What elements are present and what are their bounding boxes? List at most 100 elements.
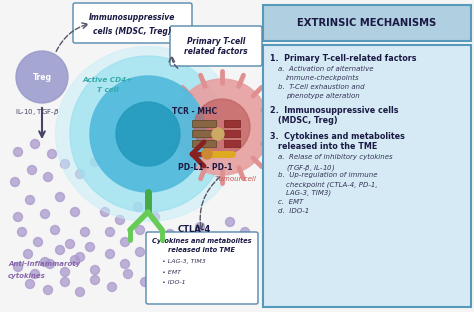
Circle shape [91,158,100,167]
Bar [192,140,216,147]
Text: EXTRINSIC MECHANISMS: EXTRINSIC MECHANISMS [297,18,437,28]
Circle shape [30,139,39,149]
Circle shape [124,270,133,279]
Circle shape [44,285,53,295]
Circle shape [134,202,143,212]
Circle shape [91,275,100,285]
Text: 3.  Cytokines and metabolites: 3. Cytokines and metabolites [270,132,405,141]
Text: (MDSC, Treg): (MDSC, Treg) [278,116,337,125]
Text: related factors: related factors [184,47,248,56]
Circle shape [100,207,109,217]
Circle shape [16,51,68,103]
Circle shape [151,242,159,251]
Circle shape [65,240,74,248]
Circle shape [40,209,49,218]
Circle shape [174,79,270,175]
Circle shape [195,222,204,232]
Bar [224,130,240,137]
Circle shape [106,250,115,259]
Text: Anti-Inflammaroty: Anti-Inflammaroty [8,261,80,267]
Circle shape [151,212,159,222]
Circle shape [106,227,115,236]
Circle shape [46,260,55,269]
FancyBboxPatch shape [170,26,262,66]
Text: checkpoint (CTLA-4, PD-1,: checkpoint (CTLA-4, PD-1, [286,181,378,188]
Text: IL-10, TGF-$\beta$: IL-10, TGF-$\beta$ [15,107,59,117]
Circle shape [70,56,226,212]
Text: cells (MDSC, Treg): cells (MDSC, Treg) [93,27,171,36]
Circle shape [18,227,27,236]
Text: cytokines: cytokines [8,273,46,279]
Circle shape [61,267,70,276]
Circle shape [108,282,117,291]
Circle shape [155,262,164,271]
Circle shape [136,247,145,256]
Circle shape [75,287,84,296]
Circle shape [71,207,80,217]
Circle shape [55,246,64,255]
Circle shape [13,262,22,271]
Circle shape [61,277,70,286]
Text: b.  Up-regulation of immune: b. Up-regulation of immune [278,172,377,178]
Circle shape [202,149,212,159]
Text: LAG-3, TIM3): LAG-3, TIM3) [286,190,331,197]
Circle shape [34,237,43,246]
Bar [224,140,240,147]
Text: b.  T-Cell exhaustion and: b. T-Cell exhaustion and [278,84,365,90]
Text: a.  Relase of inhibitory cytokines: a. Relase of inhibitory cytokines [278,154,392,160]
Circle shape [216,252,225,261]
Text: released into TME: released into TME [168,247,236,253]
Text: PD-L1 - PD-1: PD-L1 - PD-1 [178,163,232,172]
Circle shape [136,226,145,235]
Text: phenotype alteration: phenotype alteration [286,93,360,99]
Bar [192,120,216,127]
Circle shape [116,102,180,166]
Circle shape [61,159,70,168]
Circle shape [40,257,49,266]
Circle shape [26,280,35,289]
Text: T cell: T cell [97,87,119,93]
Circle shape [120,260,129,269]
Circle shape [85,242,94,251]
Text: (TGF-$\beta$, IL-10): (TGF-$\beta$, IL-10) [286,163,335,173]
Text: Cytokines and metabolites: Cytokines and metabolites [152,238,252,244]
Text: released into the TME: released into the TME [278,142,377,151]
Circle shape [13,148,22,157]
FancyBboxPatch shape [73,3,192,43]
Bar [224,120,240,127]
Text: Active CD4+: Active CD4+ [83,77,133,83]
Circle shape [51,226,60,235]
Circle shape [55,193,64,202]
Text: 1.  Primary T-cell-related factors: 1. Primary T-cell-related factors [270,54,417,63]
Text: • EMT: • EMT [162,270,181,275]
Circle shape [120,237,129,246]
Circle shape [171,272,180,281]
Circle shape [47,149,56,158]
Text: a.  Activation of alternative: a. Activation of alternative [278,66,374,72]
Circle shape [10,178,19,187]
Circle shape [13,212,22,222]
Circle shape [30,270,39,279]
Text: Tumour cell: Tumour cell [215,176,255,182]
Ellipse shape [55,46,240,222]
Circle shape [44,173,53,182]
Circle shape [185,257,194,266]
Circle shape [24,250,33,259]
Text: d.  IDO-1: d. IDO-1 [278,208,309,214]
Text: • LAG-3, TIM3: • LAG-3, TIM3 [162,259,206,264]
Circle shape [26,196,35,204]
Circle shape [201,267,210,276]
Circle shape [212,128,224,140]
Text: c.  EMT: c. EMT [278,199,303,205]
Circle shape [116,216,125,225]
Text: Immunosuppressive: Immunosuppressive [89,13,175,22]
Circle shape [181,237,190,246]
Circle shape [75,252,84,261]
Circle shape [71,256,80,265]
Text: CTLA-4: CTLA-4 [178,226,211,235]
FancyBboxPatch shape [263,5,471,41]
Circle shape [27,165,36,174]
Circle shape [81,227,90,236]
FancyBboxPatch shape [263,45,471,307]
Circle shape [75,169,84,178]
